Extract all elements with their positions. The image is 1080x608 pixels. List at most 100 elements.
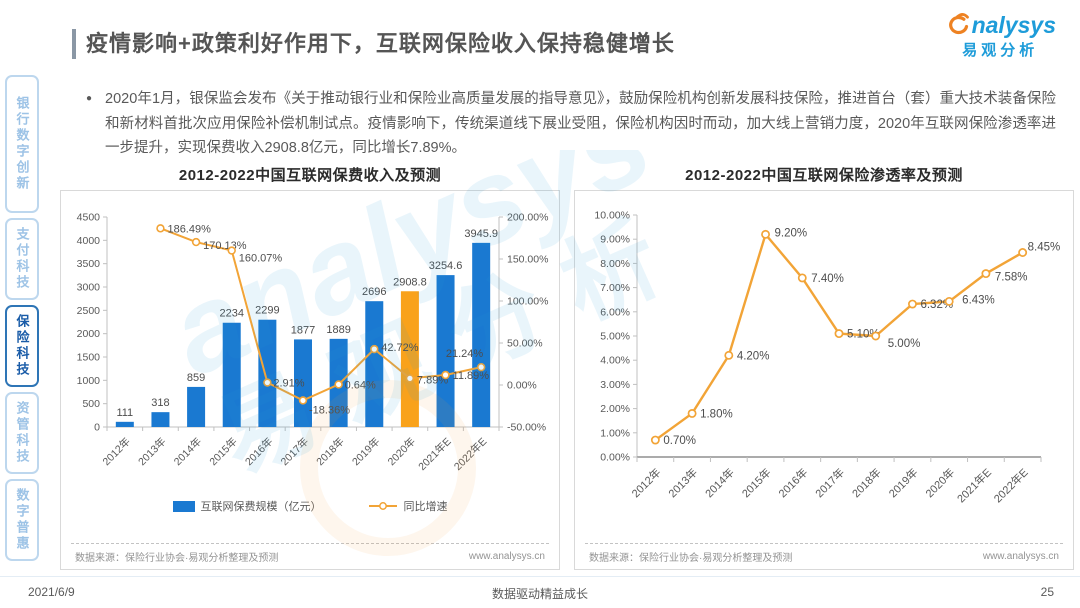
svg-text:4000: 4000 [77,235,101,247]
data-source-text: 数据来源：保险行业协会·易观分析整理及预测 [75,553,279,564]
svg-text:8.00%: 8.00% [600,258,630,270]
penetration-point-2020年 [944,296,954,306]
penetration-point-2018年 [871,331,881,341]
logo-brand-row: nalysys [945,12,1056,38]
svg-text:2017年: 2017年 [278,435,311,468]
bar-2017年 [294,339,312,427]
svg-text:3500: 3500 [77,258,101,270]
sidebar-item-digital-inclusive[interactable]: 数字普惠 [5,479,39,561]
svg-text:7.58%: 7.58% [995,272,1028,284]
svg-text:2500: 2500 [77,305,101,317]
page-number: 25 [1040,585,1054,599]
svg-text:2022年E: 2022年E [991,465,1031,505]
growth-point-2021年E [441,370,450,380]
svg-text:9.00%: 9.00% [600,234,630,246]
svg-text:500: 500 [82,398,100,410]
bullet-block: ● 2020年1月，银保监会发布《关于推动银行业和保险业高质量发展的指导意见》，… [86,87,1056,161]
svg-text:859: 859 [187,372,205,384]
svg-text:5.00%: 5.00% [600,331,630,343]
svg-text:7.89%: 7.89% [417,374,448,386]
penetration-point-2013年 [687,408,697,418]
logo-brand-cn: 易观分析 [962,42,1039,59]
growth-point-2014年 [191,237,201,247]
penetration-chart-title: 2012-2022中国互联网保险渗透率及预测 [685,167,963,184]
svg-text:0.70%: 0.70% [663,435,696,447]
svg-text:100.00%: 100.00% [507,296,548,308]
sidebar-item-insurance-tech[interactable]: 保险科技 [5,305,39,387]
svg-text:2021年E: 2021年E [954,465,994,505]
svg-text:111: 111 [116,407,133,419]
svg-text:8.45%: 8.45% [1028,242,1061,254]
legend-bar-label: 互联网保费规模（亿元） [200,501,322,513]
footer-date: 2021/6/9 [28,585,75,599]
svg-text:2021年E: 2021年E [416,435,454,473]
growth-point-2013年 [156,224,165,233]
sidebar-item-banking-digital[interactable]: 银行数字创新 [5,75,39,213]
penetration-point-2016年 [797,273,807,283]
svg-text:2022年E: 2022年E [451,435,489,473]
bar-2016年 [258,319,277,427]
logo-brand-text: nalysys [971,12,1056,38]
svg-text:2016年: 2016年 [242,435,275,468]
growth-point-2019年 [370,344,379,354]
logo-swoosh-icon [945,12,971,38]
sidebar: 银行数字创新 支付科技 保险科技 资管科技 数字普惠 [5,75,39,561]
website-text: www.analysys.cn [982,551,1059,562]
growth-point-2017年 [298,396,308,405]
legend-line-marker-icon [368,501,398,511]
premium-chart-legend: 互联网保费规模（亿元） 同比增速 [61,491,559,521]
title-accent-bar [72,29,76,59]
chart-panel-penetration: 2012-2022中国互联网保险渗透率及预测 0.00% 1.00% 2.00% 3.… [574,164,1074,570]
svg-text:2299: 2299 [255,305,279,317]
svg-text:21.24%: 21.24% [446,348,484,360]
analysys-logo: nalysys 易观分析 [945,12,1056,60]
svg-text:2019年: 2019年 [886,465,921,500]
bullet-text: 2020年1月，银保监会发布《关于推动银行业和保险业高质量发展的指导意见》，鼓励… [105,91,1056,156]
svg-text:6.43%: 6.43% [962,294,995,306]
svg-text:5.10%: 5.10% [847,329,880,341]
sidebar-item-asset-tech[interactable]: 资管科技 [5,392,39,474]
penetration-source-row: 数据来源：保险行业协会·易观分析整理及预测 www.analysys.cn [575,544,1073,569]
svg-text:2908.8: 2908.8 [393,276,427,288]
svg-text:4.20%: 4.20% [737,350,770,362]
website-text: www.analysys.cn [468,551,545,562]
premium-bar-line-chart: 0 500 1000 1500 2000 2500 3000 3500 4000 4500 -50.… [77,212,549,474]
penetration-line-chart: 0.00% 1.00% 2.00% 3.00% 4.00% 5.00% 6.00% 7.00%… [594,210,1061,506]
svg-text:186.49%: 186.49% [167,223,211,235]
bar-2020年 [400,291,419,427]
svg-text:3254.6: 3254.6 [429,260,463,272]
svg-text:2018年: 2018年 [849,465,884,500]
svg-text:1000: 1000 [77,375,101,387]
legend-line-label: 同比增速 [403,501,448,513]
svg-text:2012年: 2012年 [628,465,663,500]
svg-text:2012年: 2012年 [100,435,133,468]
svg-text:0.00%: 0.00% [600,452,630,464]
bar-2021年E [436,275,455,427]
svg-text:160.07%: 160.07% [239,253,283,265]
svg-text:7.00%: 7.00% [600,282,630,294]
penetration-point-2021年E [981,269,991,279]
svg-text:2018年: 2018年 [314,435,347,468]
penetration-point-2017年 [834,329,844,339]
penetration-chart-box: 0.00% 1.00% 2.00% 3.00% 4.00% 5.00% 6.00% 7.00%… [574,190,1074,570]
dashed-divider [71,543,549,544]
svg-text:2015年: 2015年 [207,435,240,468]
legend-item-line: 同比增速 [368,498,448,514]
svg-text:2020年: 2020年 [922,465,957,500]
svg-text:2000: 2000 [77,328,101,340]
slide-footer: 2021/6/9 数据驱动精益成长 25 [0,576,1080,608]
penetration-point-2012年 [650,435,660,445]
svg-text:3.00%: 3.00% [600,379,630,391]
svg-text:2020年: 2020年 [385,435,418,468]
premium-chart-title: 2012-2022中国互联网保费收入及预测 [178,167,442,184]
svg-text:1500: 1500 [77,352,101,364]
svg-text:2014年: 2014年 [171,435,204,468]
svg-text:4.00%: 4.00% [600,355,630,367]
data-source-text: 数据来源：保险行业协会·易观分析整理及预测 [589,553,793,564]
growth-point-2020年 [405,374,415,383]
bar-2013年 [151,412,170,427]
growth-point-2016年 [263,378,272,387]
svg-text:2014年: 2014年 [702,465,737,500]
sidebar-item-payment-tech[interactable]: 支付科技 [5,218,39,300]
dashed-divider [585,543,1063,544]
